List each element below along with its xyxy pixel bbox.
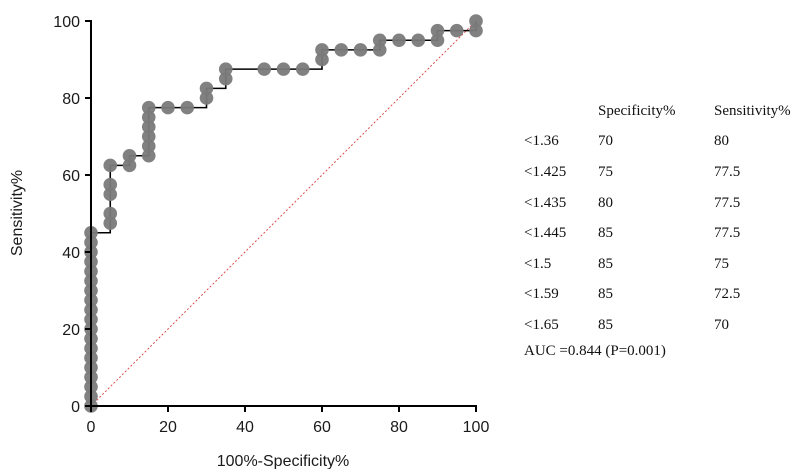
sensitivity-cell: 77.5: [714, 225, 741, 242]
roc-data-point: [295, 62, 310, 76]
threshold-table: Specificity% Sensitivity% <1.36 70 80 <1…: [524, 96, 804, 341]
threshold-cell: <1.59: [524, 286, 559, 303]
roc-data-point: [199, 91, 214, 105]
table-row: <1.445 85 77.5: [524, 218, 804, 249]
x-tick-label: 60: [313, 419, 331, 436]
x-tick-label: 100: [463, 419, 490, 436]
sensitivity-cell: 72.5: [714, 286, 741, 303]
roc-data-point: [469, 23, 483, 38]
x-tick-label: 80: [390, 419, 408, 436]
threshold-cell: <1.36: [524, 133, 559, 150]
roc-data-point: [141, 110, 156, 125]
table-row: <1.425 75 77.5: [524, 157, 804, 188]
roc-data-point: [161, 100, 175, 115]
auc-annotation: AUC =0.844 (P=0.001): [524, 342, 666, 359]
table-header-row: Specificity% Sensitivity%: [524, 96, 804, 127]
roc-data-point: [199, 81, 214, 96]
roc-data-point: [334, 43, 349, 57]
roc-data-point: [103, 187, 118, 202]
sensitivity-cell: 80: [714, 133, 729, 150]
specificity-cell: 85: [598, 286, 613, 303]
roc-data-point: [141, 120, 156, 134]
threshold-cell: <1.445: [524, 225, 567, 242]
x-tick-label: 0: [87, 419, 96, 436]
header-cell-threshold: [524, 96, 598, 127]
roc-data-point: [276, 62, 291, 76]
roc-data-point: [141, 148, 156, 163]
roc-data-point: [103, 177, 118, 192]
table-row: <1.65 85 70: [524, 310, 804, 341]
roc-data-point: [449, 23, 464, 38]
y-axis-label: Sensitivity%: [9, 170, 26, 256]
threshold-cell: <1.435: [524, 194, 567, 211]
reference-diagonal-line: [90, 20, 477, 407]
table-row: <1.435 80 77.5: [524, 188, 804, 219]
specificity-cell: 80: [598, 194, 613, 211]
roc-data-point: [430, 33, 445, 48]
roc-data-point: [411, 33, 426, 48]
roc-data-point: [469, 14, 483, 28]
sensitivity-cell: 77.5: [714, 163, 741, 180]
table-row: <1.36 70 80: [524, 127, 804, 158]
roc-data-point: [430, 23, 445, 38]
reference-line-layer: [90, 20, 477, 407]
table-row: <1.5 85 75: [524, 249, 804, 280]
roc-data-point: [218, 62, 233, 76]
roc-data-point: [392, 33, 406, 48]
header-cell-specificity: Specificity%: [598, 102, 676, 119]
threshold-cell: <1.425: [524, 163, 567, 180]
y-tick-label: 0: [71, 399, 80, 416]
roc-data-point: [103, 216, 118, 230]
roc-data-point: [353, 43, 368, 57]
roc-data-point: [372, 33, 387, 48]
roc-data-point: [141, 129, 156, 144]
sensitivity-cell: 77.5: [714, 194, 741, 211]
roc-data-point: [103, 206, 118, 221]
header-cell-sensitivity: Sensitivity%: [714, 102, 791, 119]
threshold-cell: <1.5: [524, 255, 552, 272]
roc-data-point: [180, 100, 195, 115]
specificity-cell: 70: [598, 133, 613, 150]
table-row: <1.59 85 72.5: [524, 280, 804, 311]
y-tick-label: 40: [62, 245, 80, 262]
y-tick-label: 20: [62, 322, 80, 339]
roc-data-point: [315, 52, 329, 67]
roc-data-point: [122, 148, 137, 163]
roc-data-point: [122, 158, 137, 173]
specificity-cell: 85: [598, 225, 613, 242]
roc-data-point: [218, 71, 233, 86]
threshold-table-panel: Specificity% Sensitivity% <1.36 70 80 <1…: [524, 96, 804, 360]
specificity-cell: 85: [598, 316, 613, 333]
y-tick-label: 80: [62, 91, 80, 108]
x-tick-label: 40: [236, 419, 254, 436]
y-tick-label: 100: [53, 14, 80, 31]
roc-data-point: [257, 62, 272, 76]
sensitivity-cell: 75: [714, 255, 729, 272]
roc-data-point: [315, 43, 329, 57]
sensitivity-cell: 70: [714, 316, 729, 333]
roc-data-point: [103, 158, 118, 173]
specificity-cell: 85: [598, 255, 613, 272]
x-axis-label: 100%-Specificity%: [217, 453, 350, 469]
specificity-cell: 75: [598, 163, 613, 180]
roc-data-point: [372, 43, 387, 57]
x-tick-label: 20: [159, 419, 177, 436]
roc-data-point: [141, 139, 156, 153]
threshold-cell: <1.65: [524, 316, 559, 333]
y-tick-label: 60: [62, 168, 80, 185]
roc-data-point: [141, 100, 156, 115]
axes-layer: 0 20 40 60 80 100 0 20 40 60 80 100: [53, 14, 489, 436]
